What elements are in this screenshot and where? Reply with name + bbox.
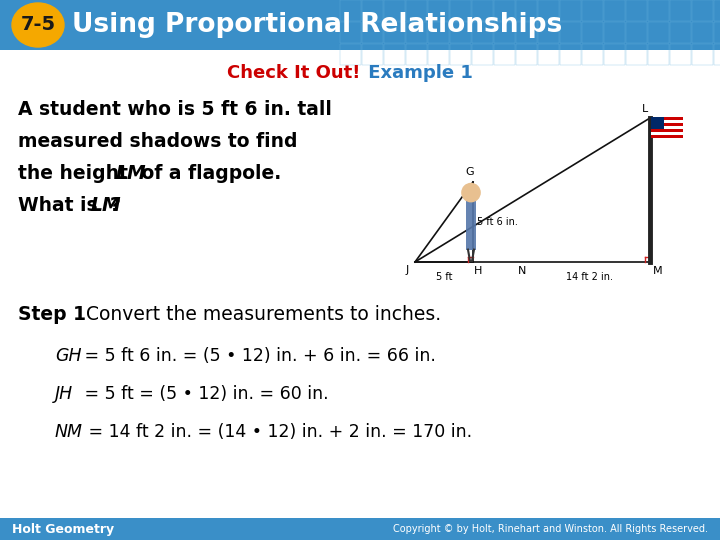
Bar [450, 22, 471, 43]
Text: A student who is 5 ft 6 in. tall: A student who is 5 ft 6 in. tall [18, 100, 332, 119]
Bar [670, 44, 691, 65]
Bar [648, 0, 669, 21]
Bar [604, 0, 625, 21]
Bar [560, 22, 581, 43]
Text: LM: LM [116, 164, 147, 183]
Text: J: J [406, 265, 409, 275]
Text: H: H [474, 266, 482, 276]
Bar [538, 44, 559, 65]
Text: N: N [518, 266, 526, 276]
Bar [494, 0, 515, 21]
Bar [428, 0, 449, 21]
Bar [560, 0, 581, 21]
Bar [604, 44, 625, 65]
Bar [340, 44, 361, 65]
Bar [494, 22, 515, 43]
Bar [670, 22, 691, 43]
Text: the height: the height [18, 164, 135, 183]
Bar [362, 0, 383, 21]
Circle shape [462, 184, 480, 202]
Bar [384, 0, 405, 21]
Text: What is: What is [18, 196, 104, 215]
Bar [466, 200, 476, 249]
Bar [516, 0, 537, 21]
Bar [714, 0, 720, 21]
Bar [362, 22, 383, 43]
Bar [362, 44, 383, 65]
Bar [472, 0, 493, 21]
Bar [0, 518, 720, 540]
Bar [406, 44, 427, 65]
Text: Holt Geometry: Holt Geometry [12, 523, 114, 536]
Bar [692, 0, 713, 21]
Text: Check It Out!: Check It Out! [227, 64, 360, 82]
Text: of a flagpole.: of a flagpole. [135, 164, 282, 183]
Bar [472, 22, 493, 43]
Bar [626, 0, 647, 21]
Bar [538, 0, 559, 21]
Bar [516, 44, 537, 65]
Text: LM: LM [91, 196, 122, 215]
Bar [648, 22, 669, 43]
Text: ?: ? [110, 196, 121, 215]
Bar [428, 22, 449, 43]
Bar [714, 44, 720, 65]
Bar [651, 120, 683, 123]
Text: 14 ft 2 in.: 14 ft 2 in. [567, 272, 613, 282]
Bar [472, 44, 493, 65]
Bar [651, 117, 665, 129]
Text: Using Proportional Relationships: Using Proportional Relationships [72, 12, 562, 38]
Bar [692, 44, 713, 65]
Text: 5 ft 6 in.: 5 ft 6 in. [477, 217, 518, 227]
Text: 7-5: 7-5 [20, 16, 55, 35]
Text: Copyright © by Holt, Rinehart and Winston. All Rights Reserved.: Copyright © by Holt, Rinehart and Winsto… [393, 524, 708, 534]
Bar [450, 0, 471, 21]
Bar [384, 44, 405, 65]
Bar [604, 22, 625, 43]
Bar [494, 44, 515, 65]
Text: = 5 ft = (5 • 12) in. = 60 in.: = 5 ft = (5 • 12) in. = 60 in. [79, 385, 328, 403]
Bar [0, 0, 720, 50]
Text: G: G [466, 167, 474, 177]
Bar [670, 0, 691, 21]
Text: Step 1: Step 1 [18, 305, 86, 324]
Bar [582, 22, 603, 43]
Bar [648, 44, 669, 65]
Text: JH: JH [55, 385, 73, 403]
Text: measured shadows to find: measured shadows to find [18, 132, 297, 151]
Bar [626, 22, 647, 43]
Bar [340, 0, 361, 21]
Bar [538, 22, 559, 43]
Bar [384, 22, 405, 43]
Bar [714, 22, 720, 43]
Ellipse shape [12, 3, 64, 47]
Text: 5 ft: 5 ft [436, 272, 452, 282]
Bar [340, 22, 361, 43]
Text: Example 1: Example 1 [362, 64, 473, 82]
Bar [516, 22, 537, 43]
Text: Convert the measurements to inches.: Convert the measurements to inches. [80, 305, 441, 324]
Bar [560, 44, 581, 65]
Bar [406, 22, 427, 43]
Bar [582, 44, 603, 65]
Bar [406, 0, 427, 21]
Bar [582, 0, 603, 21]
Bar [651, 126, 683, 129]
Bar [450, 44, 471, 65]
Bar [692, 22, 713, 43]
Bar [428, 44, 449, 65]
Bar [651, 132, 683, 135]
Bar [626, 44, 647, 65]
Text: L: L [642, 104, 648, 114]
Text: GH: GH [55, 347, 81, 365]
Text: = 14 ft 2 in. = (14 • 12) in. + 2 in. = 170 in.: = 14 ft 2 in. = (14 • 12) in. + 2 in. = … [83, 423, 472, 441]
Text: M: M [653, 266, 662, 276]
Text: NM: NM [55, 423, 83, 441]
Bar [651, 117, 683, 138]
Text: = 5 ft 6 in. = (5 • 12) in. + 6 in. = 66 in.: = 5 ft 6 in. = (5 • 12) in. + 6 in. = 66… [79, 347, 436, 365]
